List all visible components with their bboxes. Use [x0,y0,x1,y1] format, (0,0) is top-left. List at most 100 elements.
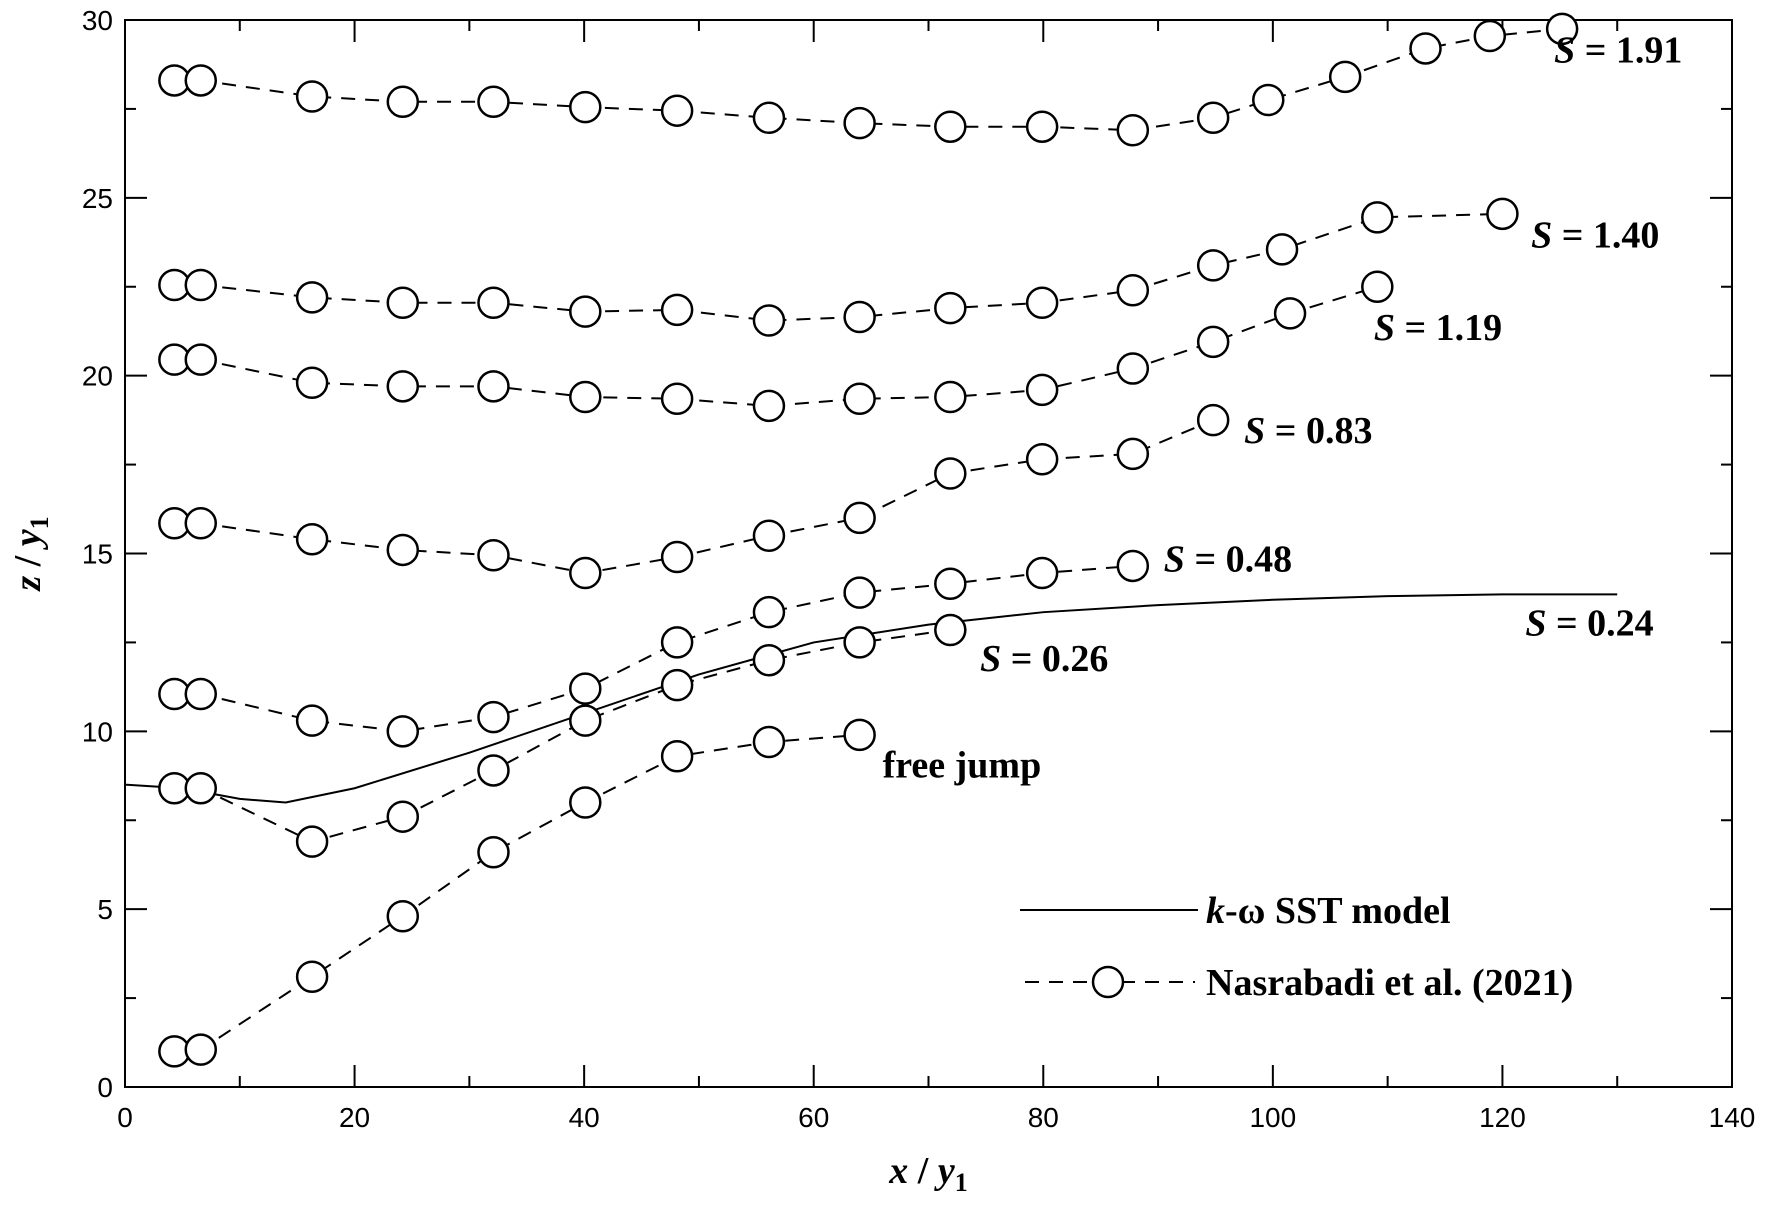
series-6-point [1328,60,1362,94]
series-2-point [1116,549,1150,583]
series-6-point [660,94,694,127]
series-3-point [569,556,602,590]
y-tick-label: 0 [97,1072,113,1103]
series-1-annotation: S = 0.26 [980,638,1108,680]
series-2-point [569,672,602,705]
x-tick-label: 120 [1479,1102,1526,1133]
series-2-annotation: S = 0.48 [1164,538,1292,580]
series-2-point [934,567,967,600]
series-5-point [184,268,218,302]
series-3-point [843,501,876,535]
series-6-point [1473,19,1507,53]
series-1-point [752,643,786,677]
series-0-point [477,836,510,869]
series-0-point [569,786,602,819]
series-1-line [174,628,951,843]
series-5-point [295,281,329,314]
series-1-point [569,704,602,737]
series-4-point [1025,373,1059,407]
y-axis-title: z / y1 [7,516,54,592]
series-6-line [174,27,1563,132]
x-axis-title: x / y1 [888,1150,967,1197]
series-0-annotation: free jump [883,745,1042,787]
series-0-line [174,733,860,1053]
series-6-point [1409,32,1442,65]
series-2-point [295,704,329,737]
series-4-point [660,382,694,416]
series-5-point [1486,197,1519,231]
series-4-point [1116,352,1150,385]
model-annotation: S = 0.24 [1525,602,1653,644]
series-1-point [477,754,510,787]
series-3-point [184,507,218,540]
y-tick-label: 10 [82,716,113,747]
series-6-point [386,85,420,119]
series-2-point [184,677,218,711]
legend-exp-label: Nasrabadi et al. (2021) [1206,962,1573,1004]
series-3-point [1196,403,1230,437]
series-4-point [1273,297,1307,330]
series-5-point [1265,233,1299,266]
legend: k-ω SST model Nasrabadi et al. (2021) [1020,890,1573,1004]
series-0-point [660,739,694,773]
series-1-point [934,613,967,647]
series-5-point [477,286,510,320]
series-3-point [386,533,420,567]
y-tick-label: 25 [82,183,113,214]
series-3-point [660,540,694,574]
x-tick-label: 20 [339,1102,370,1133]
series-6-point [184,64,218,97]
series-5-point [934,291,967,325]
series-4-point [569,380,602,414]
series-2-point [752,595,786,629]
series-6-point [295,80,329,113]
series-5-line [174,212,1503,322]
series-5-annotation: S = 1.40 [1531,215,1659,257]
series-2-point [660,626,694,659]
series-4-point [184,343,218,376]
series-4-point [1361,270,1394,303]
series-5-point [1116,274,1150,307]
series-0-point [184,1033,218,1066]
series-2-point [477,700,510,734]
series-6-annotation: S = 1.91 [1554,30,1682,72]
series-6-point [1545,12,1579,46]
series-3-point [1025,442,1059,476]
series-6-point [477,85,510,119]
series-6-point [1252,83,1285,117]
series-4-point [295,366,329,400]
y-tick-label: 15 [82,539,113,570]
x-tick-label: 40 [569,1102,600,1133]
x-tick-label: 60 [798,1102,829,1133]
series-3-point [934,457,967,490]
series-6-point [1025,110,1059,143]
series-1-point [295,825,329,858]
legend-exp-marker [1091,965,1125,999]
series-0-point [843,718,876,752]
series-1-point [843,626,876,659]
y-tick-label: 20 [82,361,113,392]
series-6-point [752,101,786,135]
series-3-point [752,519,786,552]
model-line [124,593,1618,804]
series-0-point [752,725,786,759]
series-2-point [386,715,420,748]
legend-model-label: k-ω SST model [1206,890,1451,932]
y-tick-label: 5 [97,894,113,925]
series-4-point [934,380,967,414]
series-2-point [843,576,876,609]
series-4-point [752,389,786,423]
series-4-annotation: S = 1.19 [1374,307,1502,349]
series-5-point [843,300,876,334]
series-4-point [477,370,510,403]
annotations-group: S = 0.24 free jump S = 0.26 S = 0.48 S = 0.8… [883,30,1683,787]
series-6-point [934,110,967,143]
series-5-point [1361,201,1394,234]
y-tick-label: 30 [82,5,113,36]
series-4-point [843,382,876,416]
series-5-point [386,286,420,320]
x-tick-label: 0 [117,1102,133,1133]
series-5-point [1025,286,1059,320]
ticks-group: 0 20 40 60 80 100 120 140 0 5 10 15 20 25 30 [82,5,1756,1133]
